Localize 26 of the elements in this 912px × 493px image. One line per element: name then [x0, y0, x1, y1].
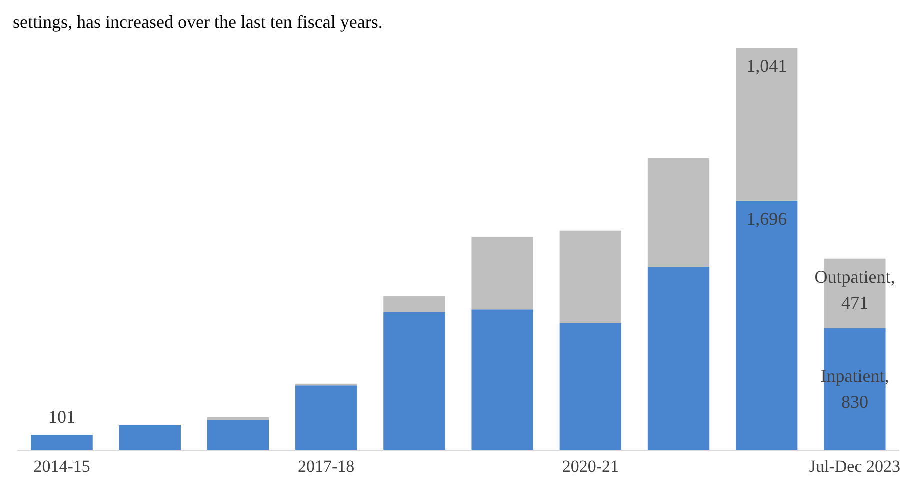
bar [648, 158, 710, 267]
bar [119, 425, 181, 450]
x-tick-label: Jul-Dec 2023 [809, 457, 901, 476]
bar [296, 386, 358, 450]
bar [207, 417, 270, 420]
x-tick-label: 2014-15 [34, 457, 90, 476]
bar [472, 237, 534, 310]
bar [560, 230, 622, 324]
bar [472, 310, 534, 450]
bar [384, 312, 446, 450]
bar [207, 420, 270, 450]
bar [736, 200, 798, 450]
data-label: 1,696 [746, 208, 788, 229]
bar [648, 266, 710, 450]
series-label: Outpatient, [814, 266, 896, 287]
data-label: 101 [48, 407, 76, 428]
bar [384, 296, 446, 312]
data-label: 1,041 [746, 56, 788, 76]
x-tick-label: 2017-18 [298, 457, 355, 476]
x-tick-label: 2020-21 [562, 457, 619, 476]
data-label: 830 [841, 392, 868, 412]
bar [31, 435, 93, 450]
bar [560, 323, 622, 450]
data-label: 471 [841, 292, 868, 313]
chart-title: settings, has increased over the last ten fiscal years. [13, 12, 383, 32]
bar [736, 48, 798, 201]
